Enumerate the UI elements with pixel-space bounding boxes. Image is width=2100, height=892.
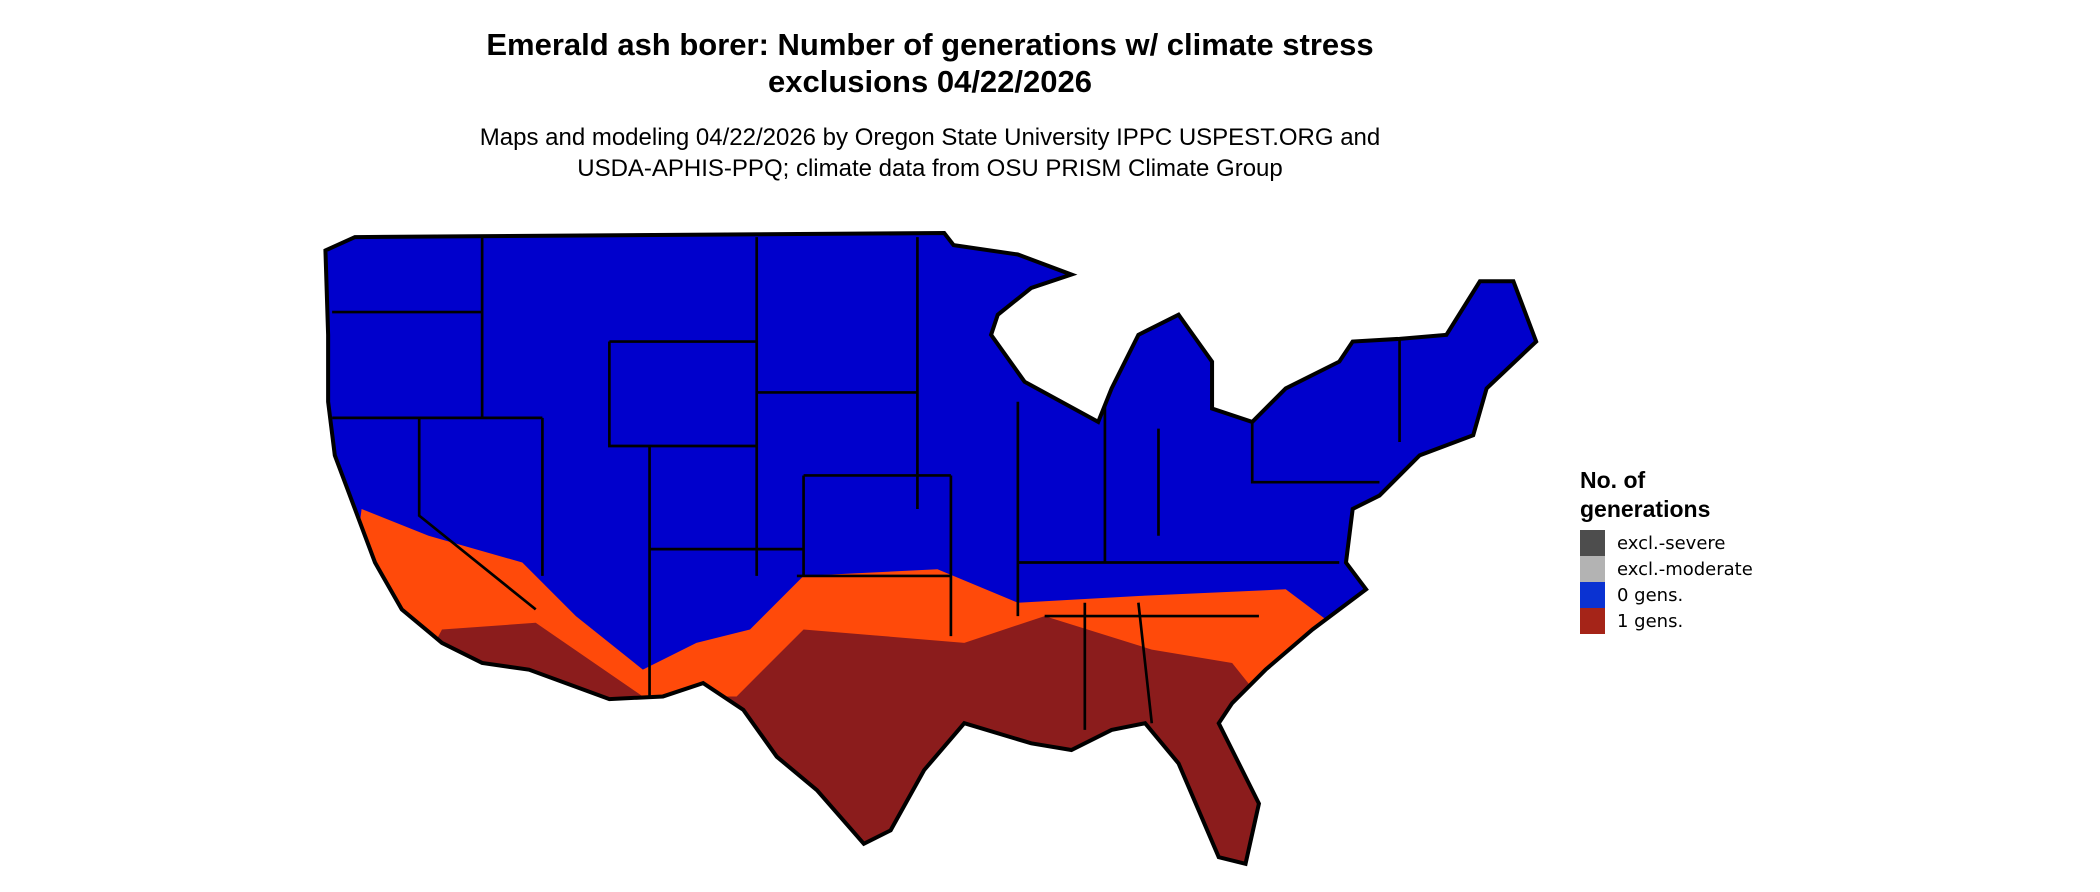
zero-gens-area	[325, 233, 1537, 864]
legend-title: No. of generations	[1580, 466, 1753, 524]
title-line-1: Emerald ash borer: Number of generations…	[486, 27, 1374, 62]
legend: No. of generations excl.-severe excl.-mo…	[1580, 466, 1753, 634]
legend-title-line-1: No. of	[1580, 467, 1646, 493]
legend-item-0-gens: 0 gens.	[1580, 582, 1753, 608]
legend-swatch	[1580, 608, 1605, 634]
legend-item-excl-severe: excl.-severe	[1580, 530, 1753, 556]
legend-swatch	[1580, 582, 1605, 608]
legend-label: excl.-severe	[1617, 532, 1726, 554]
legend-swatch	[1580, 556, 1605, 582]
map-title: Emerald ash borer: Number of generations…	[330, 26, 1530, 100]
subtitle-line-2: USDA-APHIS-PPQ; climate data from OSU PR…	[577, 155, 1283, 182]
legend-swatch	[1580, 530, 1605, 556]
legend-title-line-2: generations	[1580, 496, 1711, 522]
legend-label: 0 gens.	[1617, 584, 1684, 606]
legend-label: excl.-moderate	[1617, 558, 1753, 580]
map-subtitle: Maps and modeling 04/22/2026 by Oregon S…	[330, 122, 1530, 184]
subtitle-line-1: Maps and modeling 04/22/2026 by Oregon S…	[479, 124, 1381, 151]
legend-item-1-gens: 1 gens.	[1580, 608, 1753, 634]
legend-label: 1 gens.	[1617, 610, 1684, 632]
title-line-2: exclusions 04/22/2026	[767, 64, 1092, 99]
state-borders	[332, 237, 1401, 730]
legend-item-excl-moderate: excl.-moderate	[1580, 556, 1753, 582]
